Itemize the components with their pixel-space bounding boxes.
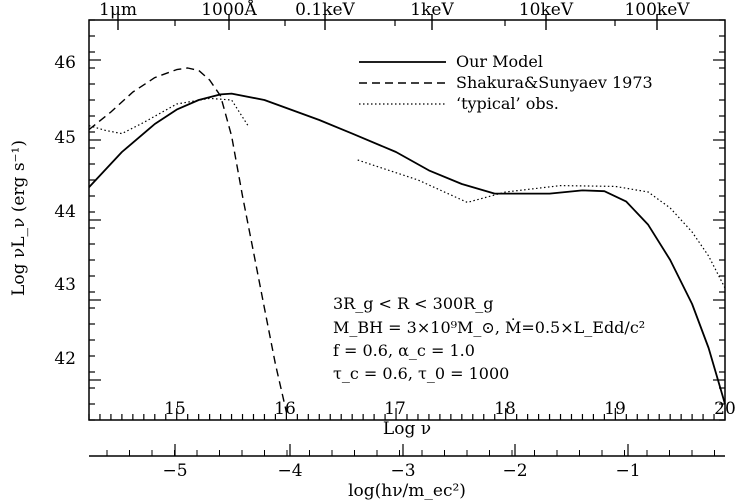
- bottom-axis-ticks: [106, 444, 715, 456]
- top-label-1000A: 1000Å: [201, 0, 257, 20]
- annotation-f-alpha: f = 0.6, α_c = 1.0: [333, 341, 475, 360]
- annotation-radius-range: 3R_g < R < 300R_g: [333, 294, 494, 313]
- top-label-100keV: 100keV: [624, 0, 690, 20]
- bottom-tick-label-m3: −3: [390, 461, 415, 481]
- top-label-1um: 1μm: [99, 0, 137, 20]
- series-line-typical-obs-segment-1: [88, 97, 249, 135]
- series-line-our-model: [88, 92, 726, 405]
- bottom-axis-title: log(hν/m_ec²): [348, 481, 466, 500]
- y-tick-label-44: 44: [54, 202, 76, 222]
- legend-label-typical-obs: ‘typical’ obs.: [456, 94, 559, 113]
- x-tick-label-18: 18: [494, 399, 516, 419]
- x-tick-label-17: 17: [384, 399, 406, 419]
- y-tick-label-46: 46: [54, 53, 76, 73]
- parameter-annotations: 3R_g < R < 300R_g M_BH = 3×10⁹M_⊙, Ṁ=0.5…: [333, 294, 645, 383]
- x-tick-label-19: 19: [604, 399, 626, 419]
- x-axis-title: Log ν: [383, 419, 431, 439]
- top-label-0.1keV: 0.1keV: [295, 0, 355, 20]
- y-axis-title: Log νL_ν (erg s⁻¹): [9, 140, 29, 296]
- tick-marks: [88, 14, 726, 421]
- bottom-tick-label-m4: −4: [277, 461, 302, 481]
- annotation-tau: τ_c = 0.6, τ_0 = 1000: [333, 364, 509, 383]
- series-group: [88, 67, 726, 413]
- top-label-10keV: 10keV: [519, 0, 574, 20]
- y-tick-label-43: 43: [54, 275, 76, 295]
- legend: Our Model Shakura&Sunyaev 1973 ‘typical’…: [359, 52, 653, 113]
- top-label-1keV: 1keV: [410, 0, 454, 20]
- series-line-typical-obs-segment-2: [357, 159, 726, 289]
- y-tick-label-42: 42: [54, 349, 76, 369]
- annotation-mass-accretion: M_BH = 3×10⁹M_⊙, Ṁ=0.5×L_Edd/c²: [333, 317, 645, 337]
- bottom-tick-label-m5: −5: [162, 461, 187, 481]
- bottom-tick-label-m2: −2: [502, 461, 527, 481]
- series-line-shakura-sunyaev: [88, 67, 288, 413]
- x-tick-label-15: 15: [164, 399, 186, 419]
- legend-label-shakura-sunyaev: Shakura&Sunyaev 1973: [456, 73, 653, 92]
- legend-label-our-model: Our Model: [456, 52, 543, 71]
- x-tick-label-20: 20: [714, 399, 736, 419]
- bottom-tick-label-m1: −1: [615, 461, 640, 481]
- y-tick-label-45: 45: [54, 128, 76, 148]
